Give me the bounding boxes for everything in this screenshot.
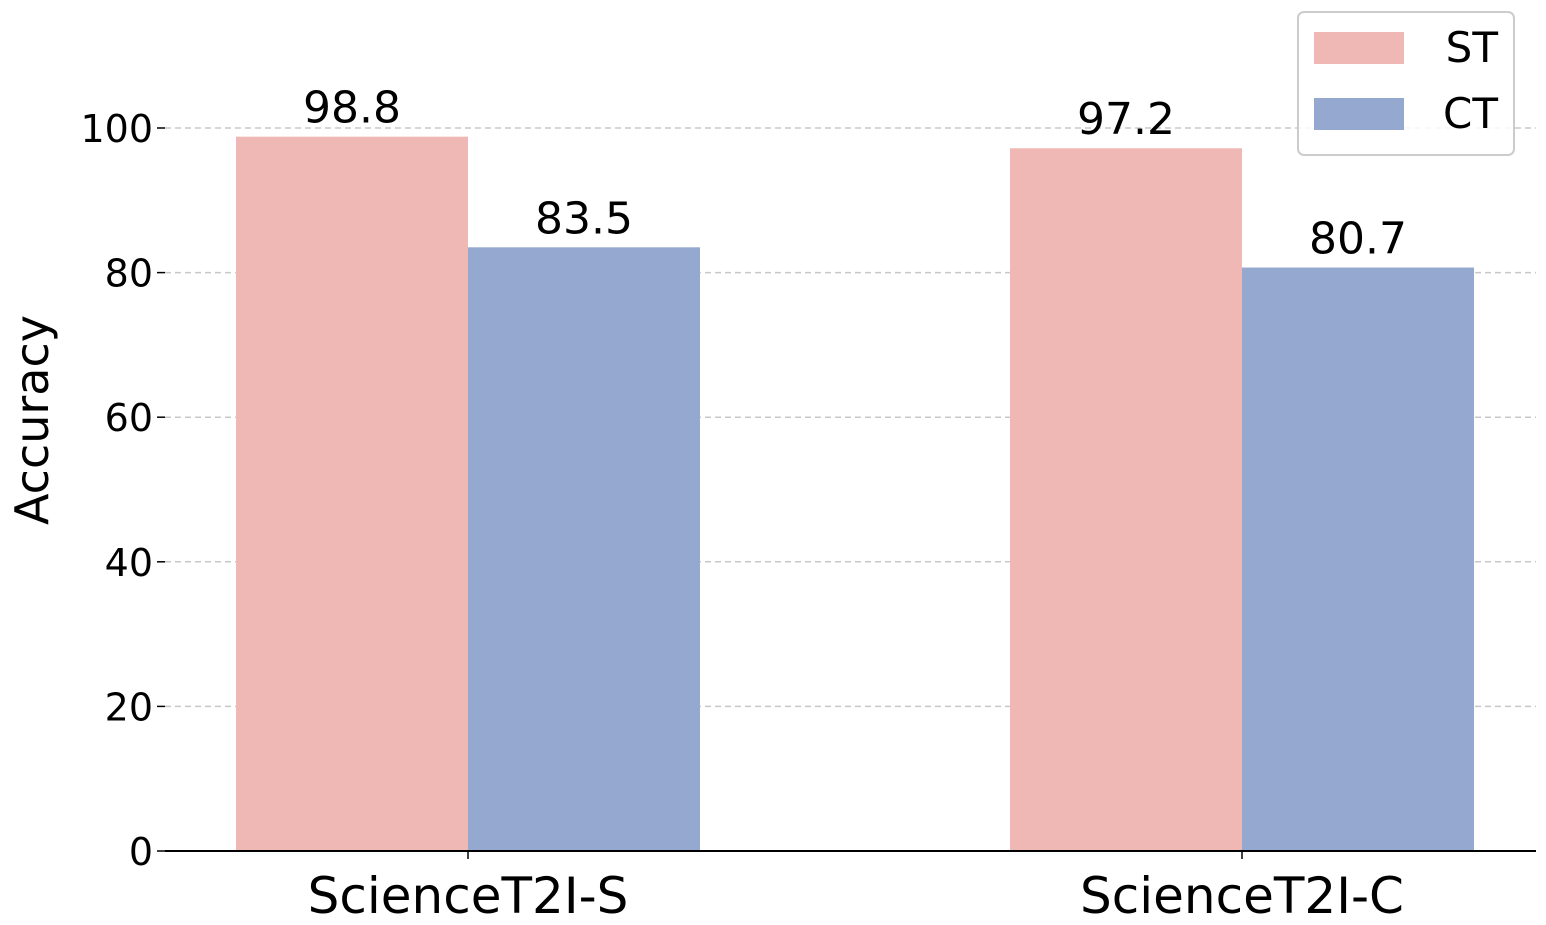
y-tick-label: 20 [105, 685, 153, 729]
bar [1242, 267, 1474, 851]
y-axis-label: Accuracy [5, 315, 59, 525]
value-label: 97.2 [1077, 94, 1175, 145]
y-tick-label: 60 [105, 396, 153, 440]
value-label: 80.7 [1309, 214, 1407, 265]
bar [468, 247, 700, 852]
legend-swatch [1314, 98, 1404, 130]
value-label: 98.8 [303, 83, 401, 134]
legend-label: ST [1446, 23, 1499, 72]
legend-label: CT [1443, 89, 1498, 138]
y-tick-label: 40 [105, 541, 153, 585]
x-tick-label: ScienceT2I-S [308, 867, 629, 925]
value-label: 83.5 [535, 193, 633, 244]
y-tick-label: 80 [105, 252, 153, 296]
y-tick-label: 0 [129, 830, 153, 874]
y-tick-label: 100 [80, 107, 153, 151]
legend-swatch [1314, 32, 1404, 64]
x-tick-label: ScienceT2I-C [1080, 867, 1404, 925]
bar [1010, 148, 1242, 851]
bar [236, 136, 468, 851]
